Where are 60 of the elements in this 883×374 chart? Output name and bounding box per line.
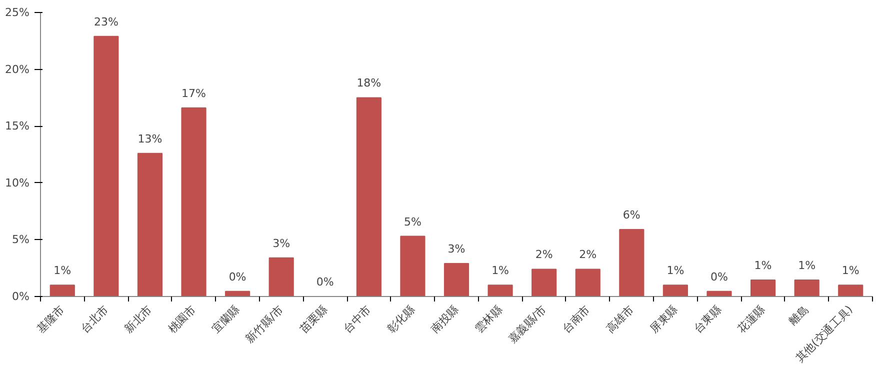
x-tick-label: 宜蘭縣 (210, 302, 242, 336)
x-tick-label: 新竹縣/市 (243, 302, 286, 346)
data-label: 1% (54, 264, 72, 278)
data-label: 13% (138, 132, 162, 146)
bar (575, 268, 600, 296)
x-tick-label: 南投縣 (428, 302, 462, 336)
bar (268, 257, 294, 296)
data-label: 0% (316, 276, 334, 288)
data-label: 18% (356, 76, 382, 90)
x-tick-label: 新北市 (122, 302, 155, 336)
data-label: 1% (798, 259, 816, 272)
y-tick-label: 10% (5, 176, 30, 190)
bar (706, 290, 732, 296)
bar (532, 268, 557, 296)
x-tick-label: 台中市 (340, 302, 374, 336)
bar (400, 236, 426, 296)
x-tick-label: 苗栗縣 (297, 302, 330, 336)
bar (619, 228, 644, 296)
x-tick-label: 台東縣 (691, 302, 724, 336)
data-label: 2% (579, 248, 597, 262)
data-label: 1% (842, 264, 860, 278)
data-label: 3% (448, 242, 466, 256)
bar (488, 284, 513, 296)
x-tick-label: 基隆市 (34, 302, 67, 336)
bar (50, 284, 75, 296)
x-tick-label: 屏東縣 (648, 302, 680, 336)
data-label: 17% (182, 86, 206, 100)
data-label: 6% (622, 208, 640, 222)
y-tick-label: 5% (12, 233, 30, 246)
x-tick-label: 嘉義縣/市 (506, 302, 549, 346)
bar (137, 152, 163, 296)
bar (444, 263, 470, 296)
data-label: 1% (754, 259, 772, 272)
x-tick-label: 雲林縣 (472, 302, 505, 336)
bar (750, 280, 776, 296)
x-tick-label: 台北市 (78, 302, 111, 336)
x-tick-label: 花蓮縣 (735, 302, 768, 336)
y-tick-label: 25% (5, 6, 30, 19)
data-label: 23% (94, 15, 118, 28)
data-label: 1% (492, 264, 510, 278)
x-tick-label: 桃園市 (166, 302, 198, 336)
y-tick-label: 0% (12, 290, 30, 303)
y-tick-label: 15% (5, 120, 30, 133)
bar (94, 36, 119, 296)
data-label: 1% (666, 264, 684, 278)
x-tick-label: 彰化縣 (384, 302, 418, 336)
bar (662, 284, 688, 296)
data-label: 0% (710, 270, 728, 284)
bar (838, 284, 864, 296)
y-tick-label: 20% (5, 62, 30, 76)
data-label: 2% (535, 248, 553, 262)
x-tick-label: 台南市 (560, 302, 592, 336)
bar (794, 280, 820, 296)
bar (356, 97, 382, 296)
data-label: 5% (404, 215, 422, 228)
data-label: 3% (272, 236, 290, 250)
x-tick-label: 高雄市 (604, 302, 636, 336)
data-label: 0% (228, 270, 246, 284)
x-tick-label: 離島 (786, 302, 812, 328)
bar (181, 107, 206, 296)
